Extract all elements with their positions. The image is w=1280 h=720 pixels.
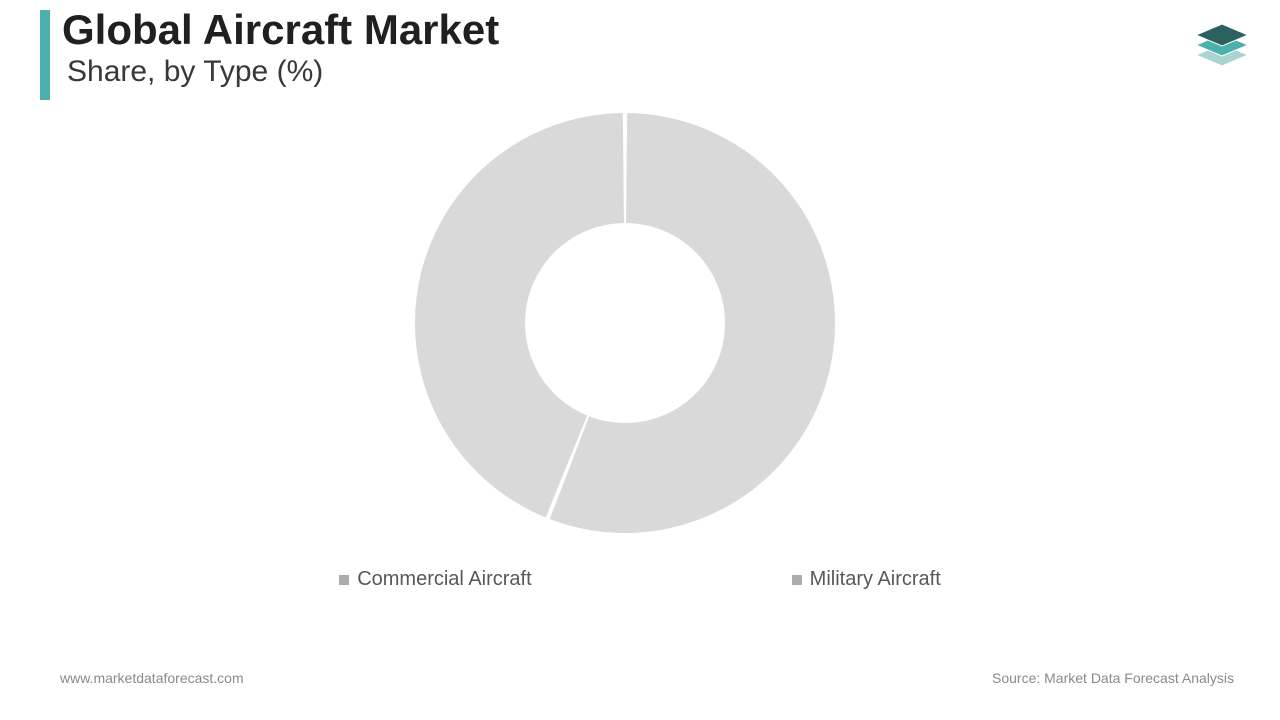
legend-item-military: Military Aircraft — [792, 568, 941, 591]
footer-website: www.marketdataforecast.com — [60, 670, 244, 686]
legend-bullet-icon — [792, 575, 802, 585]
page-subtitle: Share, by Type (%) — [67, 55, 323, 89]
legend-label: Commercial Aircraft — [357, 568, 531, 591]
header-accent-bar — [40, 10, 50, 100]
chart-legend: Commercial Aircraft Military Aircraft — [0, 568, 1280, 591]
brand-logo-icon — [1190, 16, 1254, 77]
footer-source: Source: Market Data Forecast Analysis — [992, 670, 1234, 686]
legend-item-commercial: Commercial Aircraft — [339, 568, 531, 591]
legend-label: Military Aircraft — [810, 568, 941, 591]
donut-chart — [410, 108, 840, 538]
legend-bullet-icon — [339, 575, 349, 585]
page-title: Global Aircraft Market — [62, 6, 499, 54]
